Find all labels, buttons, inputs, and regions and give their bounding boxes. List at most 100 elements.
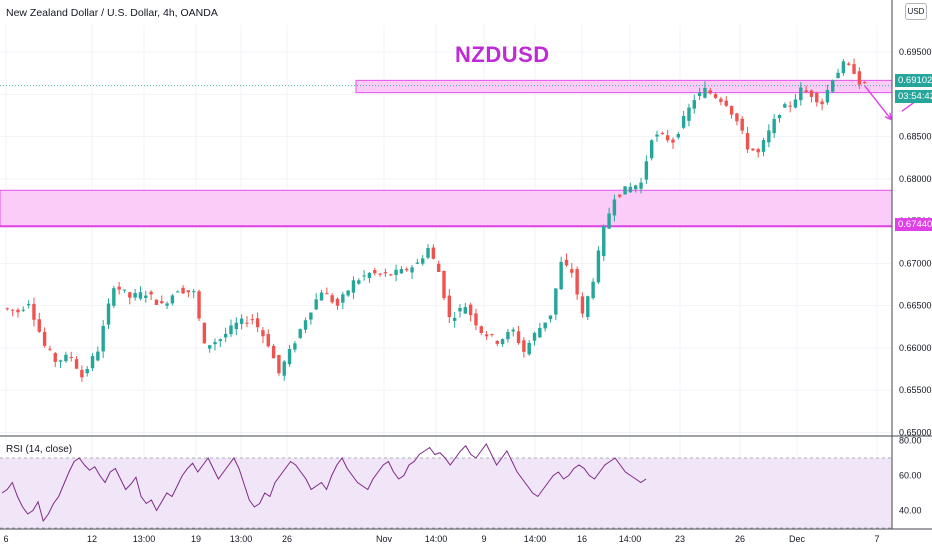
rsi-title: RSI (14, close) bbox=[6, 444, 73, 455]
candle-body bbox=[117, 286, 121, 290]
candle-body bbox=[857, 71, 862, 85]
rsi-tick-label: 80.00 bbox=[899, 436, 922, 446]
candle-body bbox=[176, 291, 180, 293]
candle-body bbox=[681, 115, 686, 128]
candle-body bbox=[223, 333, 228, 338]
candle-body bbox=[655, 134, 659, 137]
candle-body bbox=[271, 345, 276, 359]
candle-body bbox=[351, 280, 356, 293]
rsi-line bbox=[1, 443, 647, 523]
candle-body bbox=[719, 98, 723, 102]
candle-body bbox=[250, 319, 254, 321]
support-zone bbox=[0, 189, 893, 227]
candle-body bbox=[181, 287, 185, 294]
candle-body bbox=[85, 368, 89, 374]
candle-body bbox=[708, 90, 712, 94]
candle-body bbox=[735, 113, 739, 122]
candle-body bbox=[133, 292, 137, 298]
time-tick-label: 19 bbox=[191, 534, 201, 544]
candle-body bbox=[836, 72, 840, 79]
time-tick-label: 9 bbox=[481, 534, 486, 544]
candle-body bbox=[367, 272, 372, 279]
candle-body bbox=[293, 343, 297, 350]
candle-body bbox=[64, 354, 68, 362]
candle-body bbox=[607, 213, 611, 229]
candle-body bbox=[383, 272, 388, 274]
support-price-tag: 0.67440 bbox=[895, 218, 932, 231]
rsi-band bbox=[0, 458, 892, 528]
zone-layer bbox=[0, 79, 893, 228]
rsi-tick-label: 60.00 bbox=[899, 471, 922, 481]
candle-body bbox=[362, 275, 366, 277]
candle-body bbox=[452, 317, 457, 321]
candle-body bbox=[426, 248, 430, 258]
candle-body bbox=[484, 334, 489, 337]
currency-button[interactable]: USD bbox=[905, 3, 927, 20]
candle-body bbox=[42, 331, 47, 346]
candle-body bbox=[90, 356, 95, 369]
candle-body bbox=[192, 291, 196, 293]
time-tick-label: 14:00 bbox=[425, 534, 448, 544]
candle-body bbox=[266, 334, 270, 347]
time-tick-label: 26 bbox=[282, 534, 292, 544]
candle-body bbox=[692, 100, 696, 109]
candle-body bbox=[474, 313, 478, 326]
candle-body bbox=[575, 269, 579, 295]
candle-body bbox=[298, 329, 302, 338]
time-tick-label: 7 bbox=[874, 534, 879, 544]
candle-body bbox=[405, 268, 409, 271]
candle-body bbox=[777, 114, 782, 119]
candle-body bbox=[820, 101, 824, 105]
countdown-tag: 03:54:42 bbox=[895, 90, 932, 103]
candle-body bbox=[522, 340, 526, 352]
candle-body bbox=[346, 290, 350, 296]
candle-body bbox=[618, 194, 622, 197]
candle-body bbox=[495, 340, 499, 344]
candle-body bbox=[378, 273, 382, 275]
candle-body bbox=[500, 339, 505, 345]
time-tick-label: Nov bbox=[376, 534, 393, 544]
candle-body bbox=[772, 118, 776, 134]
candle-body bbox=[48, 348, 52, 350]
candle-body bbox=[799, 87, 803, 101]
rsi-layer bbox=[0, 443, 892, 529]
candle-body bbox=[245, 322, 249, 324]
candle-body bbox=[357, 280, 361, 284]
candle-body bbox=[154, 299, 159, 305]
candle-body bbox=[490, 334, 494, 336]
projection-arrow-1 bbox=[864, 85, 892, 121]
candle-body bbox=[564, 259, 569, 266]
price-tick-label: 0.65500 bbox=[899, 385, 932, 395]
time-tick-label: 13:00 bbox=[230, 534, 253, 544]
candle-body bbox=[96, 351, 100, 361]
candle-body bbox=[101, 325, 105, 352]
candle-body bbox=[239, 318, 244, 324]
candle-body bbox=[21, 309, 26, 311]
candle-body bbox=[628, 186, 633, 193]
candle-body bbox=[58, 360, 63, 362]
candle-body bbox=[623, 186, 627, 195]
candle-body bbox=[825, 89, 830, 103]
candle-body bbox=[234, 322, 239, 330]
price-tick-label: 0.66500 bbox=[899, 301, 932, 311]
candle-body bbox=[341, 294, 345, 303]
candle-body bbox=[436, 263, 441, 272]
price-tick-label: 0.67000 bbox=[899, 258, 932, 268]
candle-body bbox=[74, 359, 79, 369]
candle-body bbox=[841, 61, 846, 74]
candle-body bbox=[809, 90, 814, 97]
candle-body bbox=[319, 292, 324, 301]
candle-body bbox=[447, 295, 452, 318]
candle-body bbox=[660, 133, 665, 135]
last-price-tag: 0.69102 bbox=[895, 74, 932, 87]
candle-body bbox=[373, 270, 377, 274]
candle-body bbox=[639, 182, 643, 189]
time-tick-label: 14:00 bbox=[524, 534, 547, 544]
price-tick-label: 0.68000 bbox=[899, 174, 932, 184]
candle-body bbox=[783, 104, 787, 108]
candle-body bbox=[303, 320, 308, 330]
candle-body bbox=[69, 357, 73, 359]
candle-body bbox=[128, 292, 132, 298]
candle-body bbox=[511, 329, 515, 332]
